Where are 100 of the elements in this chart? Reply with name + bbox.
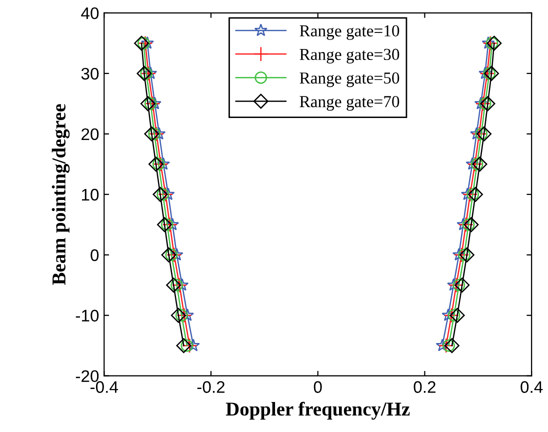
point bbox=[186, 338, 200, 352]
point bbox=[452, 278, 466, 292]
point bbox=[478, 98, 492, 110]
point bbox=[180, 339, 194, 352]
y-tick-label: -20 bbox=[76, 370, 99, 382]
point bbox=[160, 218, 174, 231]
point bbox=[144, 66, 158, 80]
point bbox=[472, 126, 487, 142]
x-axis-title: Doppler frequency/Hz bbox=[226, 402, 410, 420]
point bbox=[166, 218, 180, 230]
point bbox=[156, 217, 172, 232]
point bbox=[144, 98, 157, 110]
x-tick-label: -0.2 bbox=[197, 381, 225, 393]
point bbox=[476, 126, 492, 142]
point bbox=[156, 188, 170, 201]
point bbox=[140, 67, 153, 80]
point bbox=[444, 308, 459, 323]
point bbox=[454, 278, 470, 293]
point bbox=[140, 96, 156, 112]
point bbox=[486, 36, 502, 51]
y-axis-title: Beam pointing/degree bbox=[52, 104, 70, 285]
x-tick-label: -0.4 bbox=[90, 381, 118, 393]
point bbox=[464, 217, 479, 232]
point bbox=[483, 67, 496, 80]
x-tick-label: 0.2 bbox=[414, 381, 436, 393]
point bbox=[472, 156, 488, 172]
point bbox=[460, 188, 474, 200]
point bbox=[166, 278, 182, 293]
point bbox=[162, 217, 178, 232]
point bbox=[140, 36, 154, 49]
x-tick-label: 0.4 bbox=[520, 381, 543, 393]
point bbox=[152, 158, 165, 170]
point bbox=[136, 66, 152, 81]
point bbox=[165, 248, 178, 262]
point bbox=[148, 156, 164, 172]
point bbox=[148, 126, 164, 142]
point bbox=[153, 156, 168, 172]
point bbox=[462, 186, 478, 202]
point bbox=[170, 278, 183, 292]
point bbox=[176, 278, 189, 291]
point bbox=[459, 247, 474, 262]
point bbox=[180, 308, 194, 322]
point bbox=[162, 188, 175, 200]
point bbox=[475, 128, 488, 140]
point bbox=[480, 96, 496, 112]
point bbox=[134, 36, 150, 51]
point bbox=[140, 66, 156, 82]
point bbox=[176, 308, 192, 323]
point bbox=[436, 338, 449, 352]
point bbox=[161, 247, 176, 262]
y-tick-label: 20 bbox=[82, 128, 99, 140]
point bbox=[452, 248, 466, 261]
point bbox=[470, 158, 484, 170]
point bbox=[170, 308, 186, 323]
point bbox=[448, 309, 460, 322]
legend-label: Range gate=50 bbox=[300, 72, 400, 88]
point bbox=[444, 338, 460, 354]
point bbox=[166, 247, 182, 262]
point bbox=[474, 96, 488, 110]
point bbox=[182, 338, 198, 354]
point bbox=[148, 128, 161, 140]
point bbox=[478, 66, 492, 80]
point bbox=[475, 96, 491, 112]
legend-label: Range gate=30 bbox=[300, 48, 400, 64]
point bbox=[442, 308, 455, 322]
point bbox=[454, 247, 470, 262]
y-tick-label: 40 bbox=[81, 7, 99, 20]
point bbox=[482, 36, 495, 49]
point bbox=[144, 126, 160, 142]
point bbox=[448, 278, 464, 293]
y-tick-label: 10 bbox=[82, 188, 99, 201]
y-tick-label: 30 bbox=[81, 68, 99, 80]
point bbox=[467, 156, 482, 172]
point bbox=[468, 186, 483, 202]
point bbox=[152, 186, 168, 202]
point bbox=[175, 309, 188, 322]
point bbox=[138, 36, 153, 51]
point bbox=[456, 218, 470, 230]
legend-label: Range gate=70 bbox=[300, 96, 400, 111]
point bbox=[137, 37, 150, 50]
point bbox=[446, 278, 460, 291]
point bbox=[462, 218, 475, 231]
point bbox=[482, 36, 498, 51]
legend-label: Range gate=10 bbox=[300, 25, 400, 40]
point bbox=[480, 66, 495, 82]
y-tick-label: 0 bbox=[90, 249, 99, 262]
point bbox=[438, 338, 454, 354]
point bbox=[458, 248, 470, 262]
point bbox=[458, 217, 474, 232]
point bbox=[145, 96, 160, 112]
point bbox=[172, 278, 188, 293]
point bbox=[170, 248, 184, 261]
x-tick-label: 0 bbox=[314, 381, 322, 393]
point bbox=[484, 66, 499, 81]
point bbox=[156, 157, 170, 170]
point bbox=[470, 127, 484, 140]
point bbox=[466, 188, 479, 201]
y-tick-label: -10 bbox=[76, 310, 99, 322]
point bbox=[158, 186, 174, 202]
point bbox=[486, 37, 498, 50]
